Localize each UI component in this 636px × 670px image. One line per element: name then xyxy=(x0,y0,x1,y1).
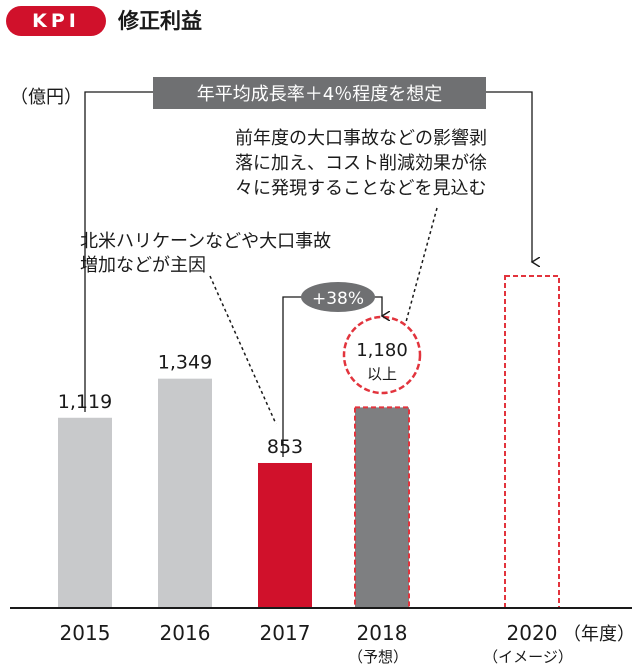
growth-pill-text: +38% xyxy=(312,289,364,309)
bar-2015 xyxy=(58,417,112,608)
data-label-2018-suffix: 以上 xyxy=(367,365,397,383)
target-banner-text: 年平均成長率＋4％程度を想定 xyxy=(197,84,442,105)
forecast-value-circle xyxy=(342,315,422,395)
bar-2020 xyxy=(504,275,560,609)
data-label-2017: 853 xyxy=(267,436,303,458)
target-connector-left xyxy=(84,91,160,412)
target-banner xyxy=(153,77,486,109)
x-tick-2017: 2017 xyxy=(260,621,311,645)
forecast-2018-leader xyxy=(405,207,438,323)
forecast-2018-line-3: 々に発現することなどを見込む xyxy=(235,178,486,199)
growth-pill xyxy=(301,282,375,312)
cause-2017-line-2: 増加などが主因 xyxy=(80,255,206,276)
x-tick-2016: 2016 xyxy=(160,621,211,645)
bar-2017 xyxy=(258,462,312,608)
bar-2018 xyxy=(355,407,409,608)
kpi-badge: KPI xyxy=(6,6,106,36)
x-tick-sub-2018: （予想） xyxy=(348,648,408,666)
x-tick-2015: 2015 xyxy=(60,621,111,645)
x-axis-label: （年度） xyxy=(563,624,635,645)
target-arrow-2020 xyxy=(486,91,532,262)
page-title: 修正利益 xyxy=(118,9,202,33)
data-label-2016: 1,349 xyxy=(158,352,212,374)
forecast-2018-line-2: 落に加え、コスト削減効果が徐 xyxy=(235,153,487,174)
bar-2016 xyxy=(158,378,212,608)
cause-2017-leader xyxy=(209,275,277,425)
x-tick-2018: 2018 xyxy=(357,621,408,645)
cause-2017-line-1: 北米ハリケーンなどや大口事故 xyxy=(80,231,331,252)
y-axis-label: （億円） xyxy=(10,87,82,108)
data-label-2018: 1,180 xyxy=(356,340,408,361)
forecast-2018-line-1: 前年度の大口事故などの影響剥 xyxy=(235,128,487,149)
x-tick-2020: 2020 xyxy=(507,621,558,645)
x-tick-sub-2020: （イメージ） xyxy=(483,648,573,666)
